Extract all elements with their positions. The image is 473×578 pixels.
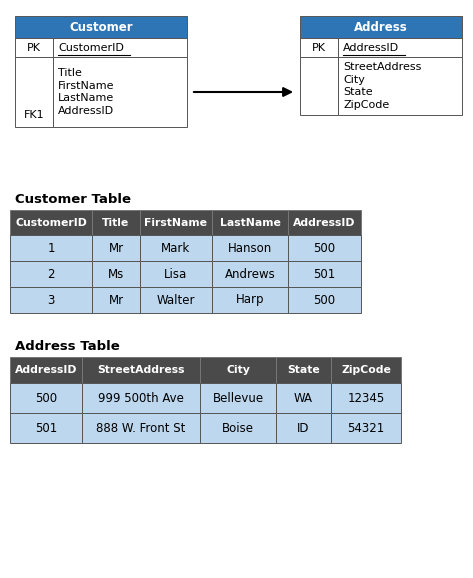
Bar bbox=[92, 210, 140, 235]
Text: Title: Title bbox=[102, 217, 130, 228]
Bar bbox=[200, 383, 276, 413]
Text: Mark: Mark bbox=[161, 242, 191, 254]
Text: AddressID: AddressID bbox=[293, 217, 356, 228]
Text: Mr: Mr bbox=[108, 294, 123, 306]
Bar bbox=[331, 413, 401, 443]
Bar bbox=[140, 261, 212, 287]
Bar bbox=[288, 287, 361, 313]
Text: Walter: Walter bbox=[157, 294, 195, 306]
Text: FirstName: FirstName bbox=[144, 217, 208, 228]
Text: FK1: FK1 bbox=[24, 110, 44, 120]
Text: ZipCode: ZipCode bbox=[341, 365, 391, 375]
Bar bbox=[10, 287, 92, 313]
Text: 54321: 54321 bbox=[347, 421, 385, 435]
Bar bbox=[212, 210, 288, 235]
Bar bbox=[10, 357, 82, 383]
Bar bbox=[331, 383, 401, 413]
Bar bbox=[10, 413, 82, 443]
Text: City: City bbox=[226, 365, 250, 375]
Text: Lisa: Lisa bbox=[165, 268, 188, 280]
Bar bbox=[212, 261, 288, 287]
Text: Boise: Boise bbox=[222, 421, 254, 435]
Bar bbox=[82, 357, 200, 383]
Bar bbox=[212, 287, 288, 313]
Bar bbox=[212, 235, 288, 261]
Bar bbox=[10, 383, 82, 413]
Text: WA: WA bbox=[294, 391, 313, 405]
Text: 888 W. Front St: 888 W. Front St bbox=[96, 421, 186, 435]
Text: Harp: Harp bbox=[236, 294, 264, 306]
Text: 12345: 12345 bbox=[347, 391, 385, 405]
Bar bbox=[53, 38, 187, 57]
Bar bbox=[200, 357, 276, 383]
Bar bbox=[300, 16, 462, 38]
Text: 501: 501 bbox=[35, 421, 57, 435]
Text: StreetAddress
City
State
ZipCode: StreetAddress City State ZipCode bbox=[343, 62, 421, 110]
Bar bbox=[276, 413, 331, 443]
Bar bbox=[15, 57, 53, 127]
Text: Customer: Customer bbox=[69, 20, 133, 34]
Text: CustomerID: CustomerID bbox=[58, 43, 124, 53]
Bar bbox=[300, 38, 338, 57]
Bar bbox=[338, 38, 462, 57]
Bar bbox=[338, 57, 462, 115]
Bar bbox=[92, 235, 140, 261]
Bar bbox=[288, 261, 361, 287]
Text: Address Table: Address Table bbox=[15, 340, 120, 353]
Text: Mr: Mr bbox=[108, 242, 123, 254]
Text: Ms: Ms bbox=[108, 268, 124, 280]
Text: Customer Table: Customer Table bbox=[15, 193, 131, 206]
Bar bbox=[10, 261, 92, 287]
Bar bbox=[300, 57, 338, 115]
Bar bbox=[276, 357, 331, 383]
Text: Bellevue: Bellevue bbox=[212, 391, 263, 405]
Bar bbox=[140, 287, 212, 313]
Text: 500: 500 bbox=[314, 294, 335, 306]
Bar bbox=[15, 38, 53, 57]
Text: LastName: LastName bbox=[219, 217, 280, 228]
Bar bbox=[10, 235, 92, 261]
Bar bbox=[288, 210, 361, 235]
Text: State: State bbox=[287, 365, 320, 375]
Text: 500: 500 bbox=[314, 242, 335, 254]
Bar bbox=[140, 210, 212, 235]
Bar bbox=[140, 235, 212, 261]
Bar bbox=[15, 16, 187, 38]
Text: AddressID: AddressID bbox=[343, 43, 399, 53]
Bar bbox=[276, 383, 331, 413]
Text: Hanson: Hanson bbox=[228, 242, 272, 254]
Bar bbox=[53, 57, 187, 127]
Text: 3: 3 bbox=[47, 294, 55, 306]
Text: Address: Address bbox=[354, 20, 408, 34]
Text: ID: ID bbox=[297, 421, 310, 435]
Text: 501: 501 bbox=[314, 268, 336, 280]
Bar bbox=[331, 357, 401, 383]
Text: 1: 1 bbox=[47, 242, 55, 254]
Text: 999 500th Ave: 999 500th Ave bbox=[98, 391, 184, 405]
Text: StreetAddress: StreetAddress bbox=[97, 365, 185, 375]
Bar bbox=[92, 261, 140, 287]
Text: PK: PK bbox=[312, 43, 326, 53]
Text: Andrews: Andrews bbox=[225, 268, 275, 280]
Bar bbox=[10, 210, 92, 235]
Bar bbox=[82, 413, 200, 443]
Bar bbox=[200, 413, 276, 443]
Text: PK: PK bbox=[27, 43, 41, 53]
Bar bbox=[288, 235, 361, 261]
Bar bbox=[82, 383, 200, 413]
Text: 500: 500 bbox=[35, 391, 57, 405]
Text: AddressID: AddressID bbox=[15, 365, 77, 375]
Text: CustomerID: CustomerID bbox=[15, 217, 87, 228]
Text: Title
FirstName
LastName
AddressID: Title FirstName LastName AddressID bbox=[58, 68, 114, 116]
Text: 2: 2 bbox=[47, 268, 55, 280]
Bar bbox=[92, 287, 140, 313]
